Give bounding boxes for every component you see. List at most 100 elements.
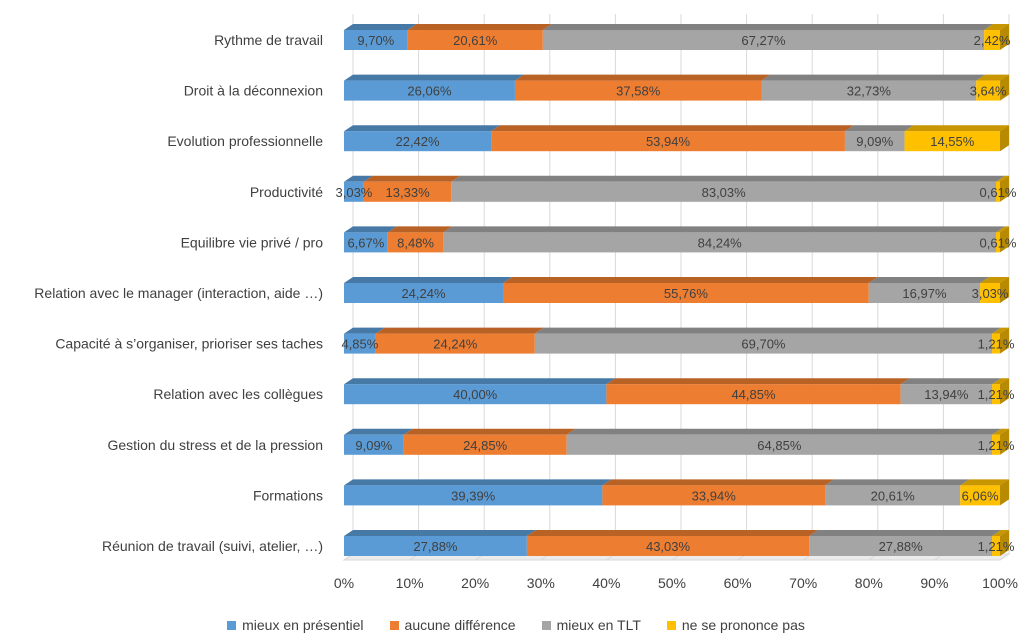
data-label: 20,61% — [453, 33, 498, 48]
category-label: Réunion de travail (suivi, atelier, …) — [102, 538, 323, 554]
data-label: 53,94% — [646, 134, 691, 149]
bar-segment-front — [514, 80, 762, 101]
bar-segment-front — [344, 232, 388, 253]
bar-segment-top — [992, 530, 1009, 536]
bar-segment-top — [363, 175, 461, 182]
bar-segment-front — [995, 181, 1000, 202]
bar-segment-front — [443, 232, 996, 253]
bar-segment-side — [1000, 479, 1009, 506]
bar-segment — [491, 125, 854, 152]
stacked-bar-chart: Rythme de travail Droit à la déconnexion E… — [34, 14, 1018, 591]
data-label: 6,06% — [962, 488, 999, 503]
bar-segment-front — [344, 536, 527, 556]
bar-segment-front — [992, 434, 1000, 455]
x-axis-ticks: 0% 10% 20% 30% 40% 50% 60% 70% 80% 90% 100% — [334, 575, 1018, 591]
bar-segment — [992, 428, 1009, 455]
data-label: 27,88% — [413, 539, 458, 554]
gridline-depth — [999, 553, 1010, 561]
data-label: 3,03% — [336, 185, 373, 200]
bar-segment — [566, 428, 1002, 455]
data-label: 3,03% — [972, 286, 1009, 301]
bar-segment — [443, 226, 1005, 253]
bar-segment — [344, 277, 513, 303]
bar-segment-front — [825, 485, 961, 506]
bar-segment-top — [995, 226, 1009, 233]
bar-segment-front — [976, 80, 1001, 101]
bar-segment — [992, 378, 1009, 405]
x-tick-label: 20% — [461, 575, 489, 591]
category-label: Droit à la déconnexion — [184, 83, 323, 99]
legend-label: aucune différence — [404, 617, 516, 633]
legend-item: mieux en TLT — [541, 613, 641, 637]
bar-segment-top — [344, 74, 524, 81]
bar-segment — [344, 125, 501, 152]
data-label: 1,21% — [978, 387, 1015, 402]
category-labels: Rythme de travail Droit à la déconnexion E… — [34, 32, 323, 554]
data-label: 14,55% — [930, 134, 975, 149]
bar-segment-front — [403, 434, 567, 455]
legend-swatch — [227, 620, 237, 630]
bar-segment — [344, 327, 385, 354]
bar-segment-top — [526, 530, 819, 536]
data-label: 84,24% — [698, 235, 743, 250]
bar-segment-front — [992, 536, 1000, 556]
bar-segment-front — [344, 30, 408, 50]
data-label: 1,21% — [978, 337, 1015, 352]
data-label: 39,39% — [451, 488, 496, 503]
bar-segment-top — [602, 479, 835, 486]
bar-segment-front — [900, 384, 993, 405]
bar-segment-side — [1000, 74, 1010, 101]
category-label: Capacité à s’organiser, prioriser ses ta… — [55, 336, 323, 352]
bar-segment-top — [451, 175, 1005, 182]
bar-segment-top — [976, 74, 1010, 81]
data-label: 9,09% — [856, 134, 893, 149]
bar-segment-top — [904, 125, 1009, 132]
bar-segment-top — [992, 378, 1009, 385]
data-label: 0,61% — [980, 185, 1017, 200]
bar-segment-side — [1000, 226, 1009, 253]
bar-segment-top — [344, 479, 612, 486]
bar-segment-top — [344, 530, 536, 536]
bar-segment — [761, 74, 986, 101]
data-label: 8,48% — [397, 235, 434, 250]
bar-segment-front — [344, 283, 504, 303]
bar-segment-front — [344, 333, 376, 354]
bar-segment-front — [809, 536, 993, 556]
bar-segment — [344, 428, 413, 455]
bar-segment — [403, 428, 576, 455]
data-label: 6,67% — [347, 235, 384, 250]
data-label: 24,24% — [433, 337, 478, 352]
bar-segment-front — [992, 384, 1000, 405]
bar-segment-front — [992, 333, 1000, 354]
data-label: 22,42% — [395, 134, 440, 149]
bar-segment — [344, 226, 397, 253]
bar-segment — [503, 277, 878, 303]
bar-segment-top — [503, 277, 878, 283]
bar-segment-front — [960, 485, 1000, 506]
bar-segment-front — [542, 30, 985, 50]
bar-segment-top — [344, 428, 413, 435]
bar-segment-top — [900, 378, 1002, 385]
bar-segment — [363, 175, 461, 202]
bar-segment-top — [825, 479, 970, 486]
bar-segment — [344, 378, 616, 405]
bar-segment-front — [407, 30, 543, 50]
data-label: 20,61% — [871, 488, 916, 503]
bar-segment-top — [514, 74, 771, 81]
data-label: 55,76% — [664, 286, 709, 301]
bar-segment-top — [344, 24, 417, 30]
x-tick-label: 100% — [982, 575, 1018, 591]
legend-item: ne se prononce pas — [666, 613, 805, 637]
bar-segment — [542, 24, 994, 50]
category-label: Formations — [253, 487, 323, 503]
bar-segment — [960, 479, 1009, 506]
bar-segment-front — [491, 131, 845, 152]
bar-segment — [825, 479, 970, 506]
x-tick-label: 30% — [527, 575, 555, 591]
bar-segment-top — [344, 378, 616, 385]
bar-segment-top — [344, 277, 513, 283]
x-tick-label: 90% — [920, 575, 948, 591]
data-label: 24,24% — [401, 286, 446, 301]
bar-segment — [344, 479, 612, 506]
bar-segment-front — [344, 384, 607, 405]
